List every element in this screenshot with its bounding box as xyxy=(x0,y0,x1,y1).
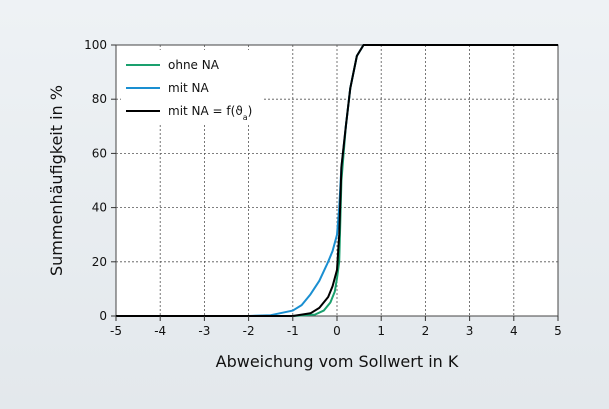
x-tick-label: -4 xyxy=(154,324,166,338)
legend-label: mit NA xyxy=(168,81,210,95)
x-tick-label: -1 xyxy=(287,324,299,338)
x-tick-label: -2 xyxy=(243,324,255,338)
x-tick-label: 2 xyxy=(422,324,430,338)
legend-label: mit NA = f(ϑa) xyxy=(168,104,252,122)
x-tick-label: 1 xyxy=(377,324,385,338)
series-line-3 xyxy=(116,44,558,317)
x-axis: -5 -4 -3 -2 -1 0 1 2 3 4 5 xyxy=(110,316,562,338)
x-tick-label: 3 xyxy=(466,324,474,338)
x-tick-label: 5 xyxy=(554,324,562,338)
x-tick-label: 4 xyxy=(510,324,518,338)
legend: ohne NA mit NA mit NA = f(ϑa) xyxy=(121,50,264,125)
y-tick-label: 80 xyxy=(92,92,107,106)
y-tick-label: 20 xyxy=(92,255,107,269)
x-tick-label: -5 xyxy=(110,324,122,338)
x-tick-label: 0 xyxy=(333,324,341,338)
y-tick-label: 100 xyxy=(84,38,107,52)
y-axis-title: Summenhäufigkeit in % xyxy=(47,85,66,276)
x-axis-title: Abweichung vom Sollwert in K xyxy=(216,352,459,371)
legend-label: ohne NA xyxy=(168,58,220,72)
y-tick-label: 60 xyxy=(92,146,107,160)
y-tick-label: 40 xyxy=(92,201,107,215)
y-axis: 0 20 40 60 80 100 xyxy=(84,38,116,323)
x-tick-label: -3 xyxy=(198,324,210,338)
series-lines xyxy=(116,44,558,317)
y-tick-label: 0 xyxy=(99,309,107,323)
